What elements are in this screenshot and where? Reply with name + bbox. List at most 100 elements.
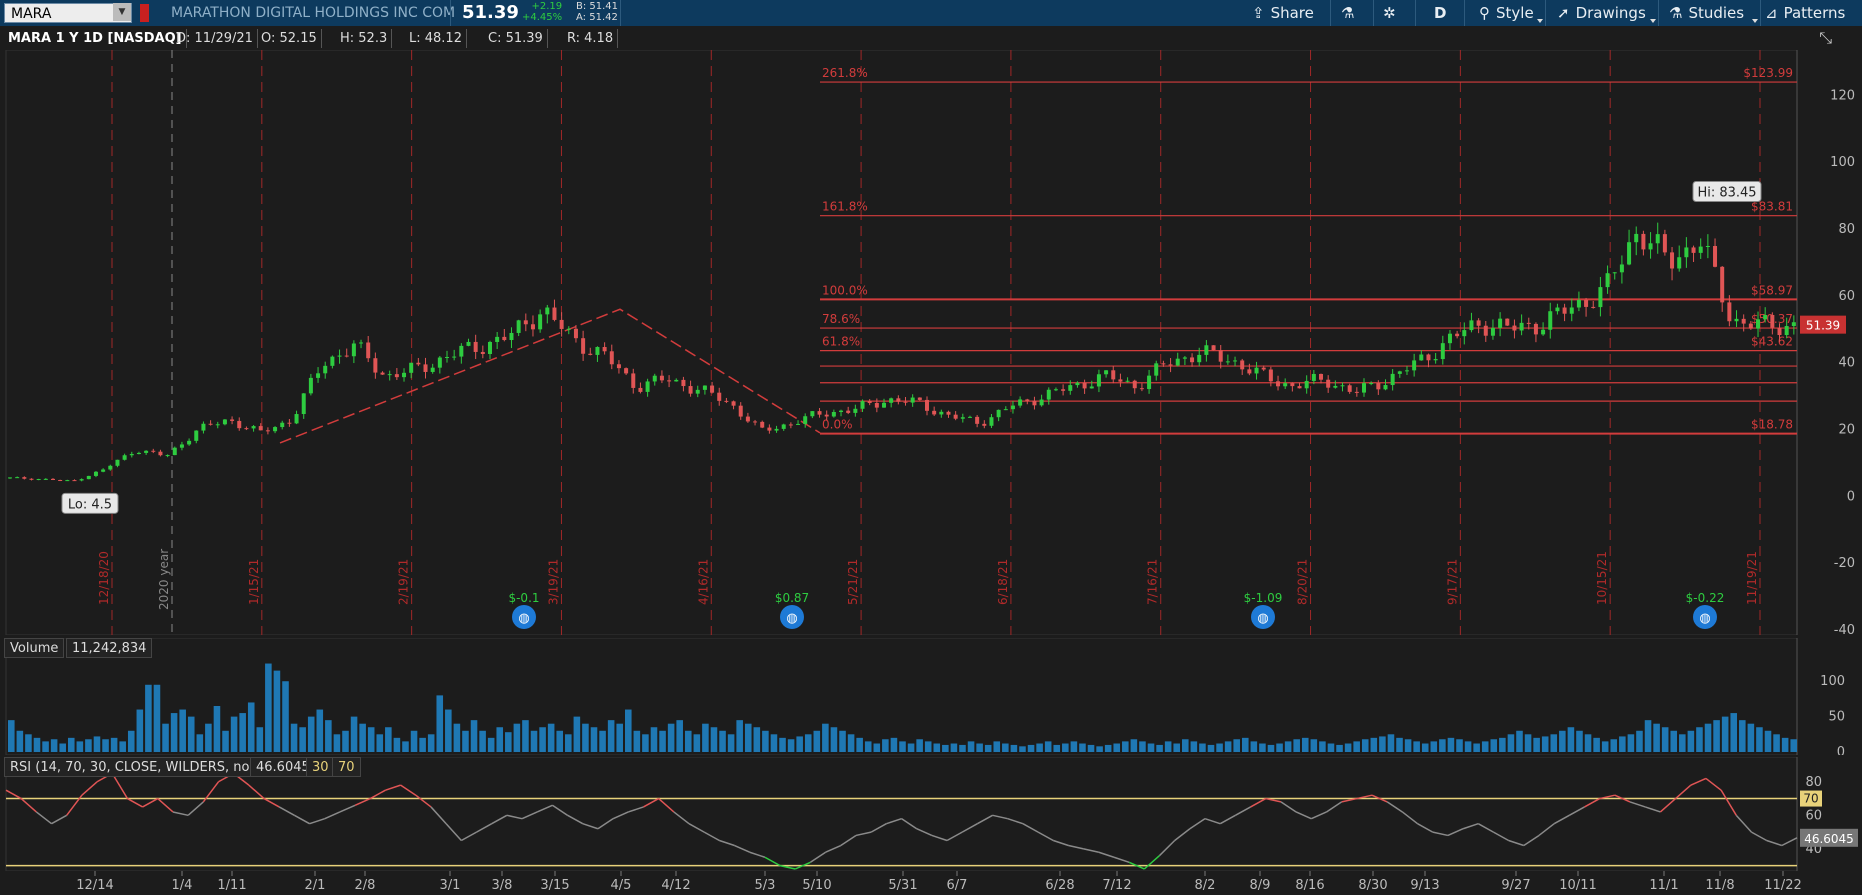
rsi-tick-label: 80 <box>1805 775 1822 790</box>
volume-chart[interactable]: 100 50 0 <box>0 637 1862 760</box>
candle-body <box>982 423 987 426</box>
volume-bar <box>16 730 24 752</box>
gear-icon: ✲ <box>1383 4 1396 22</box>
volume-bar <box>582 723 589 752</box>
volume-bar <box>273 670 281 752</box>
candle-body <box>967 416 972 418</box>
candle-body <box>1039 399 1044 406</box>
change-percent: +4.45% <box>522 12 563 23</box>
earnings-bulb-icon <box>512 605 536 629</box>
time-axis: 12/14 1/4 1/11 2/1 2/8 3/1 3/8 3/15 4/5 4/12 5/3 5/… <box>76 871 1802 893</box>
candle-body <box>652 375 657 382</box>
candle-body <box>409 362 414 373</box>
rsi-segment <box>400 784 417 796</box>
candle-body <box>996 409 1001 418</box>
volume-bar <box>25 734 32 752</box>
time-tick-label: 1/11 <box>217 878 246 893</box>
rsi-segment <box>886 817 902 825</box>
rsi-segment <box>992 814 1008 820</box>
volume-bar <box>376 734 384 752</box>
volume-bar <box>779 737 786 752</box>
studies-button[interactable]: ⚗ Studies <box>1669 0 1744 26</box>
time-tick-label: 6/7 <box>947 878 968 893</box>
volume-bar <box>230 716 238 752</box>
rsi-segment <box>1371 794 1388 803</box>
patterns-button[interactable]: ⊿ Patterns <box>1765 0 1845 26</box>
candle-body <box>29 478 34 480</box>
candle-body <box>1526 322 1531 324</box>
candle-body <box>1032 400 1037 406</box>
candle-body <box>588 353 593 355</box>
volume-bar <box>1379 736 1386 752</box>
candle-body <box>222 419 227 425</box>
period-button[interactable]: D <box>1434 0 1446 26</box>
price-chart[interactable]: 120 100 80 60 40 20 0 -20 -40 12/18/20 1/15/21 2/19… <box>0 49 1862 638</box>
earnings-bulb-icon <box>1693 605 1717 629</box>
candle-body <box>416 362 421 365</box>
rsi-segment <box>1538 823 1555 837</box>
time-tick-label: 5/3 <box>755 878 776 893</box>
candle-body <box>1519 322 1524 331</box>
drawings-button[interactable]: ➚ Drawings <box>1557 0 1646 26</box>
symbol-input[interactable]: MARA <box>4 3 132 23</box>
volume-bar <box>565 734 572 752</box>
candle-body <box>1333 385 1338 388</box>
candle-body <box>1462 330 1467 337</box>
candle-body <box>1648 243 1653 250</box>
settings-button[interactable]: ✲ <box>1383 0 1402 26</box>
rsi-segment <box>794 861 811 870</box>
candle-body <box>1469 320 1474 331</box>
rsi-label: RSI (14, 70, 30, CLOSE, WILDERS, no) <box>4 757 261 777</box>
candle-body <box>1218 350 1223 362</box>
fib-level-label: 100.0% <box>822 283 868 297</box>
candle-body <box>402 372 407 378</box>
volume-bar <box>547 723 555 752</box>
rsi-segment <box>643 797 660 808</box>
candle-body <box>910 397 915 403</box>
volume-bar <box>222 730 229 752</box>
rsi-segment <box>415 794 432 808</box>
candle-body <box>1147 375 1152 390</box>
candle-body <box>1082 382 1087 389</box>
rsi-segment <box>1189 818 1206 830</box>
rsi-segment <box>1219 814 1236 825</box>
volume-bar <box>1087 744 1095 752</box>
candle-body <box>1763 314 1768 320</box>
fib-price-label: $58.97 <box>1751 283 1793 297</box>
candle-body <box>695 389 700 394</box>
earnings-value: $-1.09 <box>1244 591 1283 605</box>
rsi-segment <box>1341 797 1358 803</box>
candle-body <box>846 410 851 413</box>
volume-bar <box>539 727 546 752</box>
candle-body <box>287 422 292 424</box>
rsi-segment <box>1523 834 1540 847</box>
volume-bar <box>1130 739 1138 752</box>
candle-body <box>1555 307 1560 312</box>
candle-body <box>1211 345 1216 351</box>
volume-bar <box>1336 744 1343 752</box>
candle-body <box>1111 370 1116 380</box>
flask-button[interactable]: ⚗ <box>1341 0 1360 26</box>
candle-body <box>831 412 836 417</box>
candle-body <box>674 379 679 382</box>
candle-body <box>638 387 643 392</box>
drawings-dropdown-icon <box>1650 19 1656 23</box>
toolbar-divider <box>1545 0 1546 26</box>
candle-body <box>1741 318 1746 324</box>
candle-body <box>824 414 829 417</box>
volume-bar <box>1284 741 1292 752</box>
candle-body <box>538 314 543 330</box>
price-tick-label: -20 <box>1834 556 1855 571</box>
volume-bar <box>607 720 615 752</box>
share-button[interactable]: ⇪ Share <box>1252 0 1314 26</box>
rsi-segment <box>339 804 356 813</box>
fib-level-label: 61.8% <box>822 335 860 349</box>
candle-body <box>917 397 922 400</box>
style-button[interactable]: ⚲ Style <box>1479 0 1534 26</box>
link-flag-icon[interactable] <box>140 4 149 22</box>
chart-tools-icon[interactable]: ⤡ <box>1819 28 1832 47</box>
price-change: +2.19 +4.45% <box>522 1 562 23</box>
symbol-dropdown-icon[interactable]: ▼ <box>113 3 131 21</box>
rsi-current-tag <box>1800 828 1858 847</box>
rsi-segment <box>1781 837 1798 847</box>
